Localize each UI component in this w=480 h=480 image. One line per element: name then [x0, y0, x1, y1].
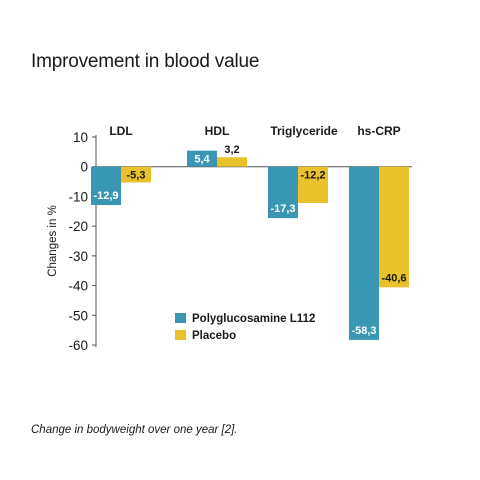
y-tick-label: -40 — [68, 279, 88, 294]
category-label: hs-CRP — [357, 124, 400, 138]
data-label: -5,3 — [127, 170, 146, 182]
bar-placebo — [379, 166, 409, 288]
category-label: LDL — [109, 124, 132, 138]
data-label: -58,3 — [351, 325, 376, 337]
data-label: -12,2 — [300, 170, 325, 182]
bar-placebo — [121, 166, 151, 183]
category-labels: LDL HDL Triglyceride hs-CRP — [109, 124, 400, 138]
bar-polyglucosamine — [187, 150, 217, 167]
legend-swatch — [175, 313, 186, 323]
y-axis-ticks: 10 0 -10 -20 -30 -40 -50 -60 — [68, 130, 96, 353]
data-label: -12,9 — [93, 190, 118, 202]
bars: -12,9 -5,3 5,4 3,2 -17,3 -12,2 -58,3 -40,6 — [91, 144, 409, 340]
legend-label: Polyglucosamine L112 — [192, 313, 315, 325]
category-label: HDL — [205, 124, 230, 138]
bar-polyglucosamine — [268, 166, 298, 219]
data-label: 5,4 — [194, 154, 210, 166]
chart-title: Improvement in blood value — [31, 51, 260, 72]
data-label: -40,6 — [381, 272, 406, 284]
bar-placebo — [217, 157, 247, 167]
bar-polyglucosamine — [349, 166, 379, 340]
data-label: 3,2 — [224, 144, 239, 156]
legend-label: Placebo — [192, 330, 236, 342]
bar-placebo — [298, 166, 328, 203]
y-tick-label: 0 — [80, 160, 88, 175]
y-tick-label: -50 — [68, 308, 88, 323]
y-tick-label: -60 — [68, 338, 88, 353]
data-label: -17,3 — [270, 203, 295, 215]
y-tick-label: -20 — [68, 219, 88, 234]
y-tick-label: -10 — [68, 189, 88, 204]
legend: Polyglucosamine L112 Placebo — [175, 313, 315, 342]
legend-swatch — [175, 330, 186, 340]
y-tick-label: 10 — [73, 130, 88, 145]
bar-polyglucosamine — [91, 166, 121, 206]
y-tick-label: -30 — [68, 249, 88, 264]
figure-caption: Change in bodyweight over one year [2]. — [31, 424, 238, 436]
y-axis-label: Changes in % — [47, 205, 59, 277]
category-label: Triglyceride — [270, 124, 338, 138]
